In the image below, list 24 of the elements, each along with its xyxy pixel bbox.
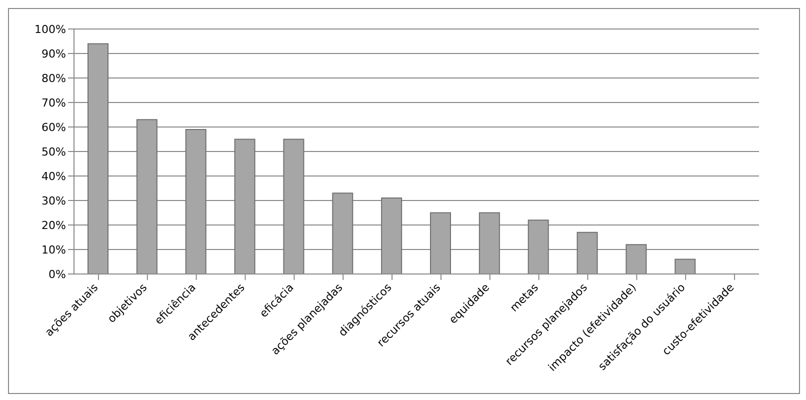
y-tick-label: 60%	[42, 120, 66, 134]
y-tick-label: 20%	[42, 218, 66, 232]
y-tick-label: 90%	[42, 47, 66, 60]
bar	[88, 43, 108, 274]
y-tick-label: 50%	[42, 145, 66, 158]
y-tick-label: 80%	[42, 72, 66, 85]
bar	[430, 212, 451, 274]
bar	[528, 220, 549, 274]
bar	[478, 212, 500, 274]
bar	[234, 138, 256, 274]
bar	[283, 138, 304, 274]
bar	[626, 244, 647, 274]
y-tick-label: 0%	[48, 268, 66, 281]
bar	[576, 232, 598, 274]
y-tick-label: 70%	[42, 96, 66, 110]
y-tick-label: 30%	[42, 194, 66, 208]
bar	[674, 258, 696, 274]
bar	[332, 192, 354, 274]
y-tick-label: 100%	[34, 22, 66, 36]
bar	[381, 198, 402, 274]
bar	[185, 128, 206, 274]
y-tick-label: 10%	[42, 243, 66, 256]
y-tick-label: 40%	[42, 170, 66, 183]
bar	[136, 119, 158, 274]
